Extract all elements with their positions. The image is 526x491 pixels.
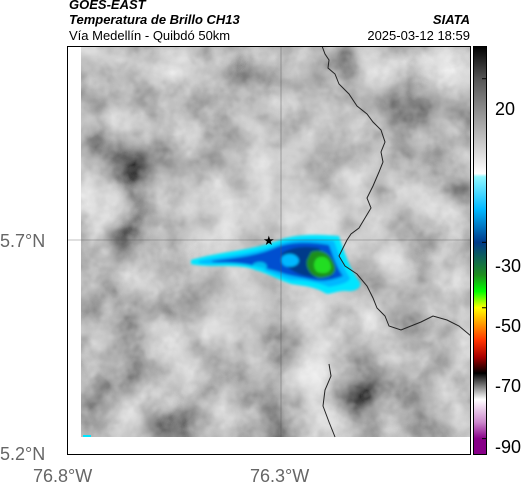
colorbar-label: -70 bbox=[495, 376, 522, 396]
colorbar-label: 20 bbox=[495, 99, 516, 119]
cold-cloud-cluster bbox=[191, 234, 361, 294]
source-label: SIATA bbox=[432, 12, 470, 27]
lon-tick-label: 76.3°W bbox=[250, 466, 310, 486]
edge-artifact bbox=[83, 435, 91, 437]
colorbar-label: -50 bbox=[495, 316, 522, 336]
satellite-label: GOES-EAST bbox=[69, 0, 146, 12]
lat-tick-label: 5.7°N bbox=[0, 231, 46, 251]
colorbar bbox=[473, 46, 487, 455]
department-border-south bbox=[322, 363, 336, 438]
satellite-map: ★ bbox=[67, 46, 471, 455]
star-icon: ★ bbox=[263, 234, 275, 249]
colorbar-ticks bbox=[482, 78, 487, 440]
colorbar-label: -90 bbox=[495, 437, 522, 457]
department-border bbox=[321, 46, 471, 337]
region-label: Vía Medellín - Quibdó 50km bbox=[69, 28, 231, 43]
lat-tick-label: 5.2°N bbox=[0, 444, 46, 464]
colorbar-label: -30 bbox=[495, 256, 522, 276]
product-title: Temperatura de Brillo CH13 bbox=[69, 12, 240, 27]
colorbar-gradient bbox=[473, 46, 487, 455]
datetime-label: 2025-03-12 18:59 bbox=[367, 28, 470, 43]
map-border bbox=[67, 46, 471, 455]
lon-tick-label: 76.8°W bbox=[33, 466, 93, 486]
colorbar-frame bbox=[473, 46, 487, 455]
